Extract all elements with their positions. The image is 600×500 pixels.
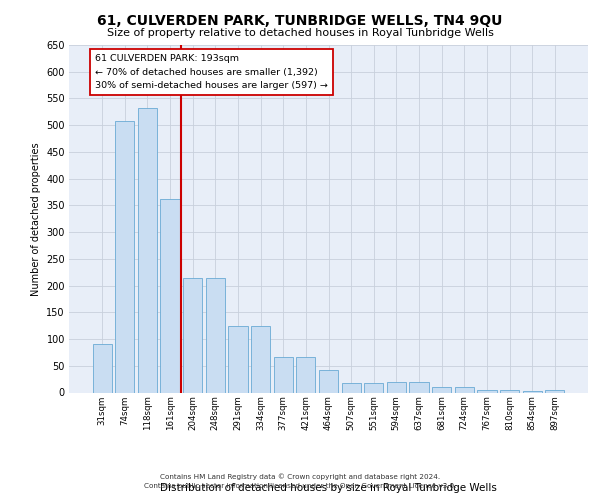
- Bar: [229, 326, 248, 392]
- Bar: [545, 390, 565, 392]
- Bar: [274, 356, 293, 392]
- X-axis label: Distribution of detached houses by size in Royal Tunbridge Wells: Distribution of detached houses by size …: [160, 483, 497, 493]
- Text: 61, CULVERDEN PARK, TUNBRIDGE WELLS, TN4 9QU: 61, CULVERDEN PARK, TUNBRIDGE WELLS, TN4…: [97, 14, 503, 28]
- Bar: [138, 108, 157, 393]
- Bar: [364, 383, 383, 392]
- Bar: [160, 199, 180, 392]
- Bar: [341, 383, 361, 392]
- Bar: [296, 356, 316, 392]
- Bar: [500, 390, 519, 392]
- Text: Contains HM Land Registry data © Crown copyright and database right 2024.
Contai: Contains HM Land Registry data © Crown c…: [144, 474, 456, 489]
- Bar: [409, 382, 428, 392]
- Bar: [92, 344, 112, 393]
- Bar: [251, 326, 270, 392]
- Y-axis label: Number of detached properties: Number of detached properties: [31, 142, 41, 296]
- Bar: [387, 382, 406, 392]
- Text: 61 CULVERDEN PARK: 193sqm
← 70% of detached houses are smaller (1,392)
30% of se: 61 CULVERDEN PARK: 193sqm ← 70% of detac…: [95, 54, 328, 90]
- Text: Size of property relative to detached houses in Royal Tunbridge Wells: Size of property relative to detached ho…: [107, 28, 493, 38]
- Bar: [183, 278, 202, 392]
- Bar: [455, 387, 474, 392]
- Bar: [432, 387, 451, 392]
- Bar: [319, 370, 338, 392]
- Bar: [477, 390, 497, 392]
- Bar: [115, 122, 134, 392]
- Bar: [206, 278, 225, 392]
